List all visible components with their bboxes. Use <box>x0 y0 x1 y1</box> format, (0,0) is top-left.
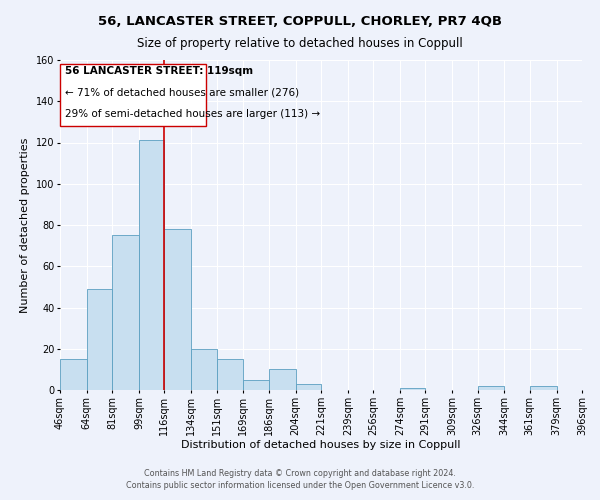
Bar <box>60 359 87 390</box>
Bar <box>296 384 321 390</box>
Bar <box>87 289 112 390</box>
Bar <box>478 386 505 390</box>
Text: Size of property relative to detached houses in Coppull: Size of property relative to detached ho… <box>137 38 463 51</box>
Bar <box>530 386 557 390</box>
Bar <box>139 140 164 390</box>
Bar <box>400 388 425 390</box>
Text: ← 71% of detached houses are smaller (276): ← 71% of detached houses are smaller (27… <box>65 87 299 97</box>
Y-axis label: Number of detached properties: Number of detached properties <box>20 138 31 312</box>
Bar <box>164 229 191 390</box>
Bar <box>112 236 139 390</box>
Text: 29% of semi-detached houses are larger (113) →: 29% of semi-detached houses are larger (… <box>65 108 320 118</box>
Text: Contains public sector information licensed under the Open Government Licence v3: Contains public sector information licen… <box>126 481 474 490</box>
Text: 56 LANCASTER STREET: 119sqm: 56 LANCASTER STREET: 119sqm <box>65 66 253 76</box>
FancyBboxPatch shape <box>60 64 206 126</box>
Bar <box>191 349 217 390</box>
X-axis label: Distribution of detached houses by size in Coppull: Distribution of detached houses by size … <box>181 440 461 450</box>
Bar <box>269 370 296 390</box>
Bar <box>217 359 244 390</box>
Text: Contains HM Land Registry data © Crown copyright and database right 2024.: Contains HM Land Registry data © Crown c… <box>144 468 456 477</box>
Text: 56, LANCASTER STREET, COPPULL, CHORLEY, PR7 4QB: 56, LANCASTER STREET, COPPULL, CHORLEY, … <box>98 15 502 28</box>
Bar <box>244 380 269 390</box>
